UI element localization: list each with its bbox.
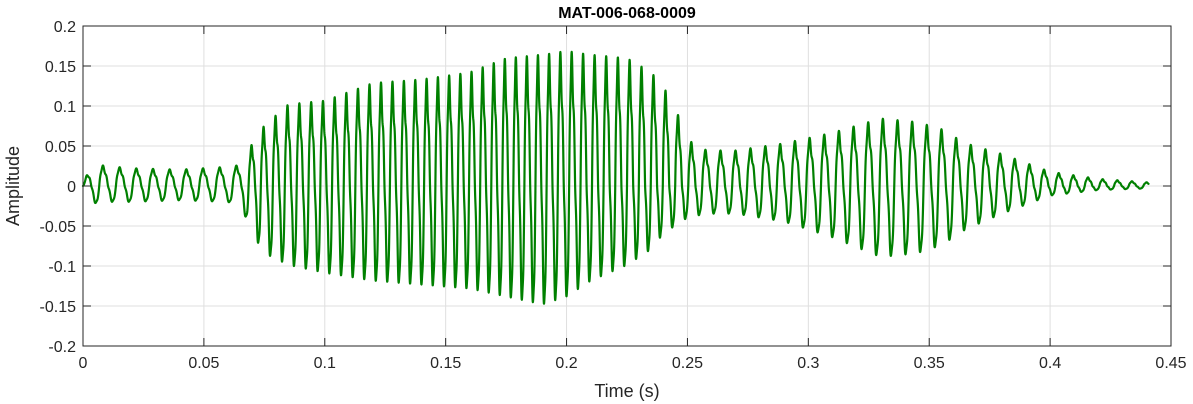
y-tick-label: 0.1 (54, 99, 76, 116)
y-tick-label: -0.1 (48, 259, 76, 276)
y-tick-labels: -0.2 -0.15 -0.1 -0.05 0 0.05 0.1 0.15 0.2 (40, 19, 77, 356)
x-tick-label: 0 (79, 355, 88, 372)
x-tick-label: 0.1 (314, 355, 336, 372)
y-tick-label: 0.15 (45, 59, 76, 76)
x-tick-label: 0.45 (1155, 355, 1186, 372)
waveform-group (81, 50, 1150, 305)
y-tick-label: 0.05 (45, 139, 76, 156)
y-tick-label: -0.2 (48, 339, 76, 356)
chart-title: MAT-006-068-0009 (558, 5, 696, 22)
x-tick-label: 0.35 (914, 355, 945, 372)
series-line (81, 50, 1150, 305)
x-axis-label: Time (s) (594, 381, 659, 401)
y-tick-label: -0.15 (40, 299, 77, 316)
y-tick-label: 0 (67, 179, 76, 196)
x-tick-label: 0.2 (555, 355, 577, 372)
x-tick-label: 0.05 (188, 355, 219, 372)
x-tick-labels: 0 0.05 0.1 0.15 0.2 0.25 0.3 0.35 0.4 0.45 (79, 355, 1187, 372)
x-tick-label: 0.3 (797, 355, 819, 372)
tick-marks (82, 25, 1172, 347)
x-tick-label: 0.25 (672, 355, 703, 372)
x-tick-label: 0.4 (1039, 355, 1061, 372)
y-axis-label: Amplitude (3, 146, 23, 226)
y-tick-label: 0.2 (54, 19, 76, 36)
y-tick-label: -0.05 (40, 219, 77, 236)
x-tick-label: 0.15 (430, 355, 461, 372)
